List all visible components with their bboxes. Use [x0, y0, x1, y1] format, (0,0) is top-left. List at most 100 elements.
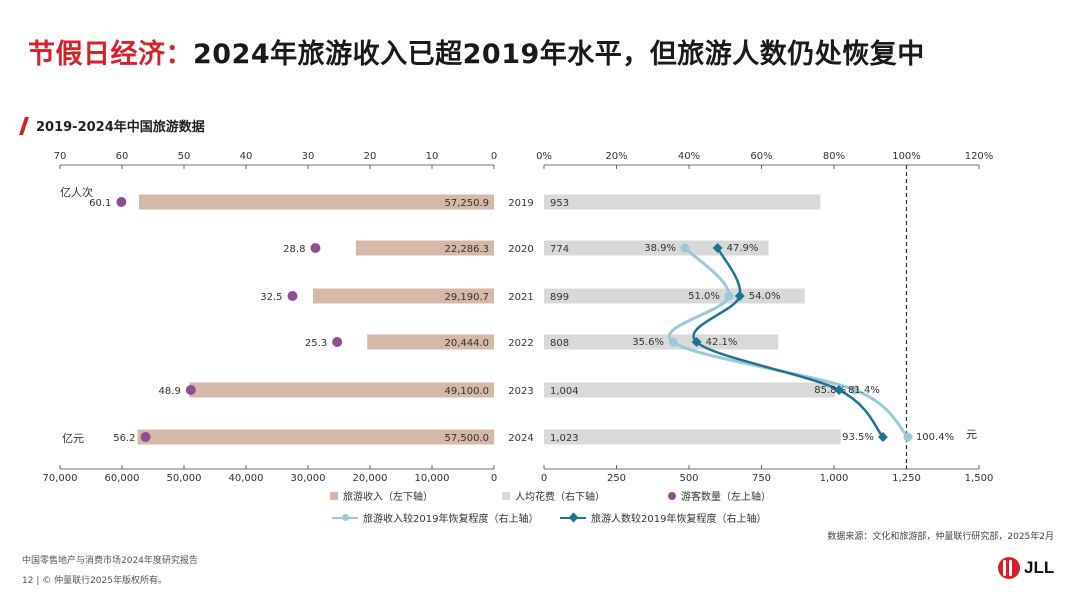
- left-bottom-tick-label: 40,000: [229, 473, 264, 484]
- chart-subhead: 2019-2024年中国旅游数据: [19, 116, 205, 135]
- revenue-bar: [367, 334, 494, 350]
- revenue-recovery-label: 100.4%: [916, 432, 954, 443]
- right-top-tick-label: 100%: [892, 151, 921, 162]
- right-bottom-unit: 元: [966, 428, 977, 441]
- page-headline: 节假日经济：2024年旅游收入已超2019年水平，但旅游人数仍处恢复中: [28, 32, 925, 71]
- revenue-recovery-point: [724, 291, 734, 301]
- count-recovery-label: 47.9%: [727, 243, 759, 254]
- left-bottom-tick-label: 70,000: [43, 473, 78, 484]
- right-top-tick-label: 0%: [536, 151, 552, 162]
- left-top-tick-label: 70: [54, 151, 67, 162]
- count-recovery-label: 54.0%: [749, 291, 781, 302]
- revenue-bar-label: 57,500.0: [444, 433, 489, 444]
- count-recovery-point: [712, 243, 723, 253]
- left-top-tick-label: 10: [426, 151, 439, 162]
- revenue-recovery-label: 38.9%: [644, 243, 676, 254]
- chart-title: 2019-2024年中国旅游数据: [36, 120, 205, 135]
- right-bottom-tick-label: 500: [679, 473, 698, 484]
- count-recovery-point: [734, 291, 745, 301]
- legend-spend-swatch: [502, 491, 510, 500]
- year-label: 2022: [508, 338, 533, 349]
- legend-cnt-recovery-label: 旅游人数较2019年恢复程度（右上轴）: [591, 514, 767, 525]
- legend-revenue-swatch: [330, 491, 338, 500]
- left-top-tick-label: 50: [178, 151, 191, 162]
- revenue-bar-label: 29,190.7: [444, 292, 489, 303]
- spend-bar-label: 899: [550, 292, 569, 303]
- spend-bar: [544, 194, 821, 210]
- right-bottom-tick-label: 750: [752, 473, 771, 484]
- left-bottom-tick-label: 20,000: [353, 473, 388, 484]
- left-top-tick-label: 40: [240, 151, 253, 162]
- jll-logo: JLL: [998, 557, 1054, 579]
- revenue-recovery-point: [680, 243, 690, 253]
- tourist-count-dot: [185, 385, 196, 395]
- revenue-recovery-label: 35.6%: [632, 337, 664, 348]
- headline-black: 2024年旅游收入已超2019年水平，但旅游人数仍处恢复中: [193, 39, 925, 70]
- revenue-bar: [355, 240, 494, 256]
- tourist-count-label: 32.5: [260, 292, 282, 303]
- count-recovery-point: [691, 337, 702, 347]
- legend-count-dot: [668, 491, 676, 500]
- spend-bar: [544, 382, 836, 398]
- footer-report: 中国零售地产与消费市场2024年度研究报告: [22, 556, 198, 566]
- spend-bar-label: 953: [550, 198, 569, 209]
- legend-rev-recovery: 旅游收入较2019年恢复程度（右上轴）: [332, 510, 538, 525]
- spend-bar-label: 774: [550, 244, 569, 255]
- count-recovery-label: 81.4%: [848, 385, 880, 396]
- legend-spend: 人均花费（右下轴）: [502, 488, 605, 503]
- legend-cnt-recovery: 旅游人数较2019年恢复程度（右上轴）: [560, 510, 766, 525]
- tourist-count-dot: [310, 243, 321, 253]
- revenue-bar: [313, 288, 494, 304]
- year-label: 2024: [508, 433, 533, 444]
- headline-red: 节假日经济：: [28, 39, 193, 70]
- footer-copyright: 12 | © 仲量联行2025年版权所有。: [22, 576, 167, 586]
- right-bottom-tick-label: 1,250: [892, 473, 921, 484]
- tourist-count-dot: [287, 291, 298, 301]
- count-recovery-point: [877, 432, 888, 442]
- left-bottom-unit: 亿元: [62, 432, 84, 445]
- right-top-tick-label: 20%: [605, 151, 627, 162]
- year-label: 2019: [508, 198, 533, 209]
- revenue-recovery-point: [668, 337, 678, 347]
- left-top-tick-label: 30: [302, 151, 315, 162]
- right-top-tick-label: 40%: [678, 151, 700, 162]
- tourist-count-label: 25.3: [305, 338, 327, 349]
- data-source: 数据来源：文化和旅游部，仲量联行研究部，2025年2月: [827, 532, 1054, 542]
- count-recovery-line: [692, 247, 884, 438]
- revenue-bar-label: 22,286.3: [444, 244, 489, 255]
- right-bottom-tick-label: 0: [541, 473, 547, 484]
- right-bottom-tick-label: 1,500: [965, 473, 994, 484]
- left-bottom-tick-label: 50,000: [167, 473, 202, 484]
- year-label: 2021: [508, 292, 533, 303]
- year-label: 2023: [508, 386, 533, 397]
- legend-cnt-recovery-line: [560, 512, 586, 522]
- spend-bar-label: 808: [550, 338, 569, 349]
- revenue-bar-label: 20,444.0: [444, 338, 489, 349]
- legend-rev-recovery-label: 旅游收入较2019年恢复程度（右上轴）: [363, 514, 539, 525]
- year-label: 2020: [508, 244, 533, 255]
- revenue-bar-label: 49,100.0: [444, 386, 489, 397]
- tourist-count-dot: [140, 432, 151, 442]
- left-top-tick-label: 20: [364, 151, 377, 162]
- left-bottom-tick-label: 0: [491, 473, 497, 484]
- legend-count: 游客数量（左上轴）: [668, 488, 771, 503]
- spend-bar: [544, 240, 769, 256]
- revenue-recovery-label: 85.8%: [814, 385, 846, 396]
- spend-bar-label: 1,004: [550, 386, 579, 397]
- spend-bar: [544, 429, 841, 445]
- left-top-tick-label: 0: [491, 151, 497, 162]
- left-bottom-tick-label: 10,000: [415, 473, 450, 484]
- revenue-recovery-label: 51.0%: [688, 291, 720, 302]
- left-top-unit: 亿人次: [60, 185, 93, 199]
- right-top-tick-label: 120%: [965, 151, 994, 162]
- right-top-tick-label: 60%: [750, 151, 772, 162]
- right-bottom-tick-label: 1,000: [820, 473, 849, 484]
- left-bottom-tick-label: 30,000: [291, 473, 326, 484]
- spend-bar: [544, 334, 779, 350]
- count-recovery-point: [834, 385, 845, 395]
- count-recovery-label: 93.5%: [842, 432, 874, 443]
- tourist-count-label: 48.9: [159, 386, 181, 397]
- tourist-count-dot: [116, 197, 127, 207]
- right-bottom-tick-label: 250: [607, 473, 626, 484]
